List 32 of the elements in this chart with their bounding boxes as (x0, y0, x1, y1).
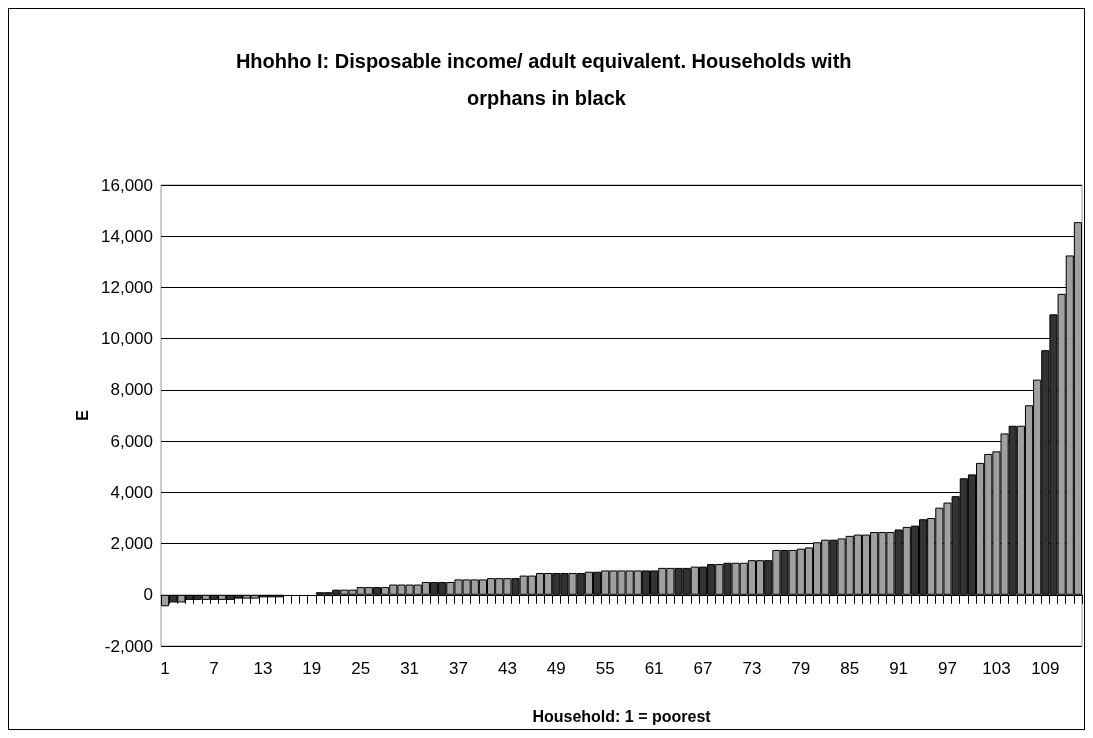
y-tick-label: 10,000 (101, 329, 153, 349)
x-tick-label: 79 (791, 659, 811, 678)
y-tick-label: 4,000 (110, 482, 153, 502)
x-tick-label: 61 (644, 659, 664, 678)
y-tick-label: -2,000 (104, 636, 153, 656)
chart-title: Hhohho I: Disposable income/ adult equivalent. Households with orphans in black (235, 49, 858, 109)
x-tick-label: 97 (938, 659, 957, 678)
x-tick-label: 7 (209, 659, 219, 678)
y-tick-label: 16,000 (101, 175, 153, 195)
x-tick-label: 103 (982, 659, 1011, 678)
x-tick-label: 43 (497, 659, 517, 678)
x-tick-label: 49 (546, 659, 566, 678)
x-tick-label: 73 (742, 659, 762, 678)
y-tick-label: 0 (143, 585, 153, 605)
x-tick-label: 1 (160, 659, 170, 678)
x-tick-label: 67 (693, 659, 713, 678)
x-tick-label: 85 (840, 659, 860, 678)
x-axis-title: Household: 1 = poorest (532, 707, 712, 725)
x-tick-label: 37 (449, 659, 468, 678)
x-tick-label: 55 (595, 659, 615, 678)
x-tick-label: 31 (400, 659, 420, 678)
y-axis-title: E (73, 409, 91, 421)
x-tick-label: 109 (1031, 659, 1060, 678)
y-tick-label: 14,000 (101, 226, 153, 246)
y-tick-label: 2,000 (110, 534, 153, 554)
x-tick-label: 13 (253, 659, 273, 678)
y-tick-label: 6,000 (110, 431, 153, 451)
y-tick-label: 8,000 (110, 380, 153, 400)
y-tick-label: 12,000 (101, 277, 153, 297)
x-tick-label: 91 (889, 659, 909, 678)
x-tick-label: 25 (351, 659, 371, 678)
x-tick-label: 19 (302, 659, 322, 678)
